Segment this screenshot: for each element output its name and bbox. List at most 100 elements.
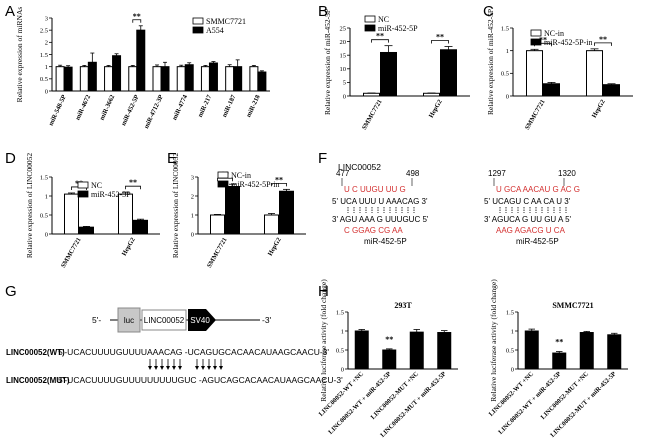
y-tick-label: 2.5	[40, 27, 48, 34]
y-tick-label: 0.5	[506, 347, 514, 354]
y-tick-label: 0.5	[336, 347, 344, 354]
mutation-arrow-head	[172, 366, 176, 370]
significance-label: **	[599, 35, 607, 44]
x-tick-label: SMMC7721	[206, 237, 229, 270]
y-tick-label: 1.5	[40, 174, 48, 181]
significance-bracket	[431, 40, 449, 44]
legend-label: miR-452-5P	[91, 190, 131, 199]
legend-label: A554	[206, 26, 224, 35]
y-tick-label: 0.5	[40, 76, 48, 83]
bar-value	[354, 330, 369, 370]
legend-label: NC	[91, 181, 102, 190]
mirna-label: miR-452-5P	[364, 237, 407, 246]
significance-label: **	[539, 35, 547, 44]
x-tick-label: SMMC7721	[60, 237, 83, 270]
mutation-arrow-head	[219, 366, 223, 370]
legend-label: NC	[378, 15, 389, 24]
x-tick-label: SMMC7721	[361, 99, 384, 132]
y-tick-label: 25	[340, 25, 347, 32]
sv40-label: SV40	[190, 316, 210, 325]
y-axis-label: Relative expression of miR-452-5P	[486, 9, 495, 115]
bar-miR-452-5P-in	[543, 83, 560, 97]
chart-e: 0 1 2 3 Relative expression of LINC00052 ** SM…	[171, 153, 306, 269]
x-tick-label: LINC00052-MUT +NC	[540, 370, 591, 421]
chart-a: 0 0.5 1 1.5 2 2.5 3 Relative expression of miRN…	[15, 7, 270, 130]
x-tick-label: miR-4672	[74, 94, 92, 122]
bar-NC-in	[526, 50, 543, 97]
y-tick-label: 20	[340, 39, 347, 46]
legend-swatch	[192, 17, 204, 25]
bar-NC-in	[586, 50, 603, 97]
bar-A554	[136, 29, 146, 92]
top-unpaired: U GCA AACAU G AC G	[496, 185, 580, 194]
y-tick-label: 0	[45, 88, 48, 95]
bar-value	[579, 332, 594, 370]
y-tick-label: 1.5	[501, 25, 509, 32]
y-tick-label: 0	[191, 231, 194, 238]
y-axis-label: Relative expression of LINC00052	[25, 153, 34, 258]
y-tick-label: 1	[191, 212, 194, 219]
significance-bracket	[271, 182, 287, 187]
site-end: 1320	[558, 169, 576, 178]
bar-NC	[64, 193, 79, 235]
panel-label-d: D	[5, 150, 16, 167]
chart-title: SMMC7721	[552, 301, 593, 310]
bar-miR-452-5P-in	[225, 186, 240, 235]
panel-label-f: F	[318, 150, 327, 167]
y-tick-label: 0	[45, 231, 48, 238]
mut-sequence: 5'-UCACUUUUGUUUUUUUUUGUC -AGUCAGCACAACAU…	[58, 375, 343, 385]
mutation-arrow-head	[207, 366, 211, 370]
bar-SMMC7721	[176, 66, 186, 92]
legend-swatch	[217, 171, 229, 179]
bottom-unpaired: AAG AGACG U CA	[496, 226, 566, 235]
bar-miR-452-5P	[440, 49, 457, 97]
legend-swatch	[77, 181, 89, 189]
y-tick-label: 0	[343, 93, 346, 100]
mirna-strand: 3' AGUCA G UU GU A 5'	[484, 215, 572, 224]
mutation-arrow-head	[154, 366, 158, 370]
bar-SMMC7721	[128, 66, 138, 92]
bar-NC-in	[264, 214, 279, 235]
legend-swatch	[364, 15, 376, 23]
y-tick-label: 1	[341, 328, 344, 335]
legend-swatch	[192, 26, 204, 34]
panel-label-h: H	[318, 283, 329, 300]
y-tick-label: 1.5	[336, 309, 344, 316]
linc-label: LINC00052	[144, 316, 185, 325]
y-tick-label: 1	[45, 193, 48, 200]
wt-label: LINC00052(WT)	[6, 348, 65, 357]
bar-miR-452-5P-in	[279, 190, 294, 235]
significance-bracket	[125, 185, 141, 190]
top-unpaired: U C UUGU UU G	[344, 185, 406, 194]
bottom-unpaired: C GGAG CG AA	[344, 226, 403, 235]
bar-value	[524, 330, 539, 370]
x-tick-label: HepG2	[121, 237, 137, 258]
x-tick-label: LINC00052-MUT +NC	[370, 370, 421, 421]
y-tick-label: 5	[343, 80, 346, 87]
bar-NC-in	[210, 214, 225, 235]
pairing-site-2: 1297 1320 U GCA AACAU G AC G 5' UCAGU C AA …	[484, 169, 580, 246]
y-tick-label: 2	[45, 40, 48, 47]
wt-sequence: 5'-UCACUUUUGUUUUAAACAG -UCAGUGCACAACAUAA…	[58, 347, 329, 357]
bar-value	[437, 332, 452, 370]
legend-label: miR-452-5P-in	[231, 180, 279, 189]
y-tick-label: 1	[511, 328, 514, 335]
bar-SMMC7721	[55, 66, 65, 92]
y-tick-label: 3	[45, 15, 48, 22]
bar-SMMC7721	[249, 66, 259, 92]
x-tick-label: miR-187	[221, 93, 238, 118]
chart-d: 0 0.5 1 1.5 Relative expression of LINC00052…	[25, 153, 160, 269]
mirna-label: miR-452-5P	[516, 237, 559, 246]
significance-label: **	[129, 178, 137, 187]
construct-5prime: 5'-	[92, 315, 101, 325]
y-tick-label: 1.5	[506, 309, 514, 316]
chart-b: 0 5 10 15 20 25 Relative expression of miR-452…	[323, 9, 470, 131]
x-tick-label: HepG2	[428, 99, 444, 120]
legend-swatch	[364, 24, 376, 32]
bar-NC	[363, 92, 380, 97]
panel-label-e: E	[167, 150, 177, 167]
y-tick-label: 15	[340, 53, 347, 60]
